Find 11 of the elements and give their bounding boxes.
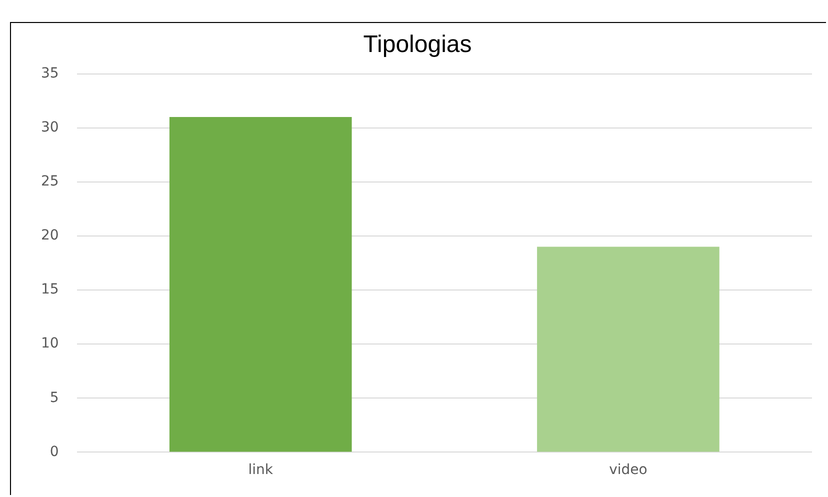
y-tick-label: 35 xyxy=(40,65,59,82)
chart-title: Tipologias xyxy=(363,31,472,58)
x-tick-label: video xyxy=(609,462,648,478)
y-tick-label: 5 xyxy=(50,390,59,406)
y-tick-label: 25 xyxy=(40,174,59,190)
y-tick-label: 20 xyxy=(40,228,59,244)
y-tick-label: 10 xyxy=(40,336,59,352)
x-tick-label: link xyxy=(248,462,274,478)
y-tick-label: 30 xyxy=(40,120,59,136)
y-tick-label: 15 xyxy=(40,282,59,298)
y-tick-label: 0 xyxy=(50,444,59,460)
